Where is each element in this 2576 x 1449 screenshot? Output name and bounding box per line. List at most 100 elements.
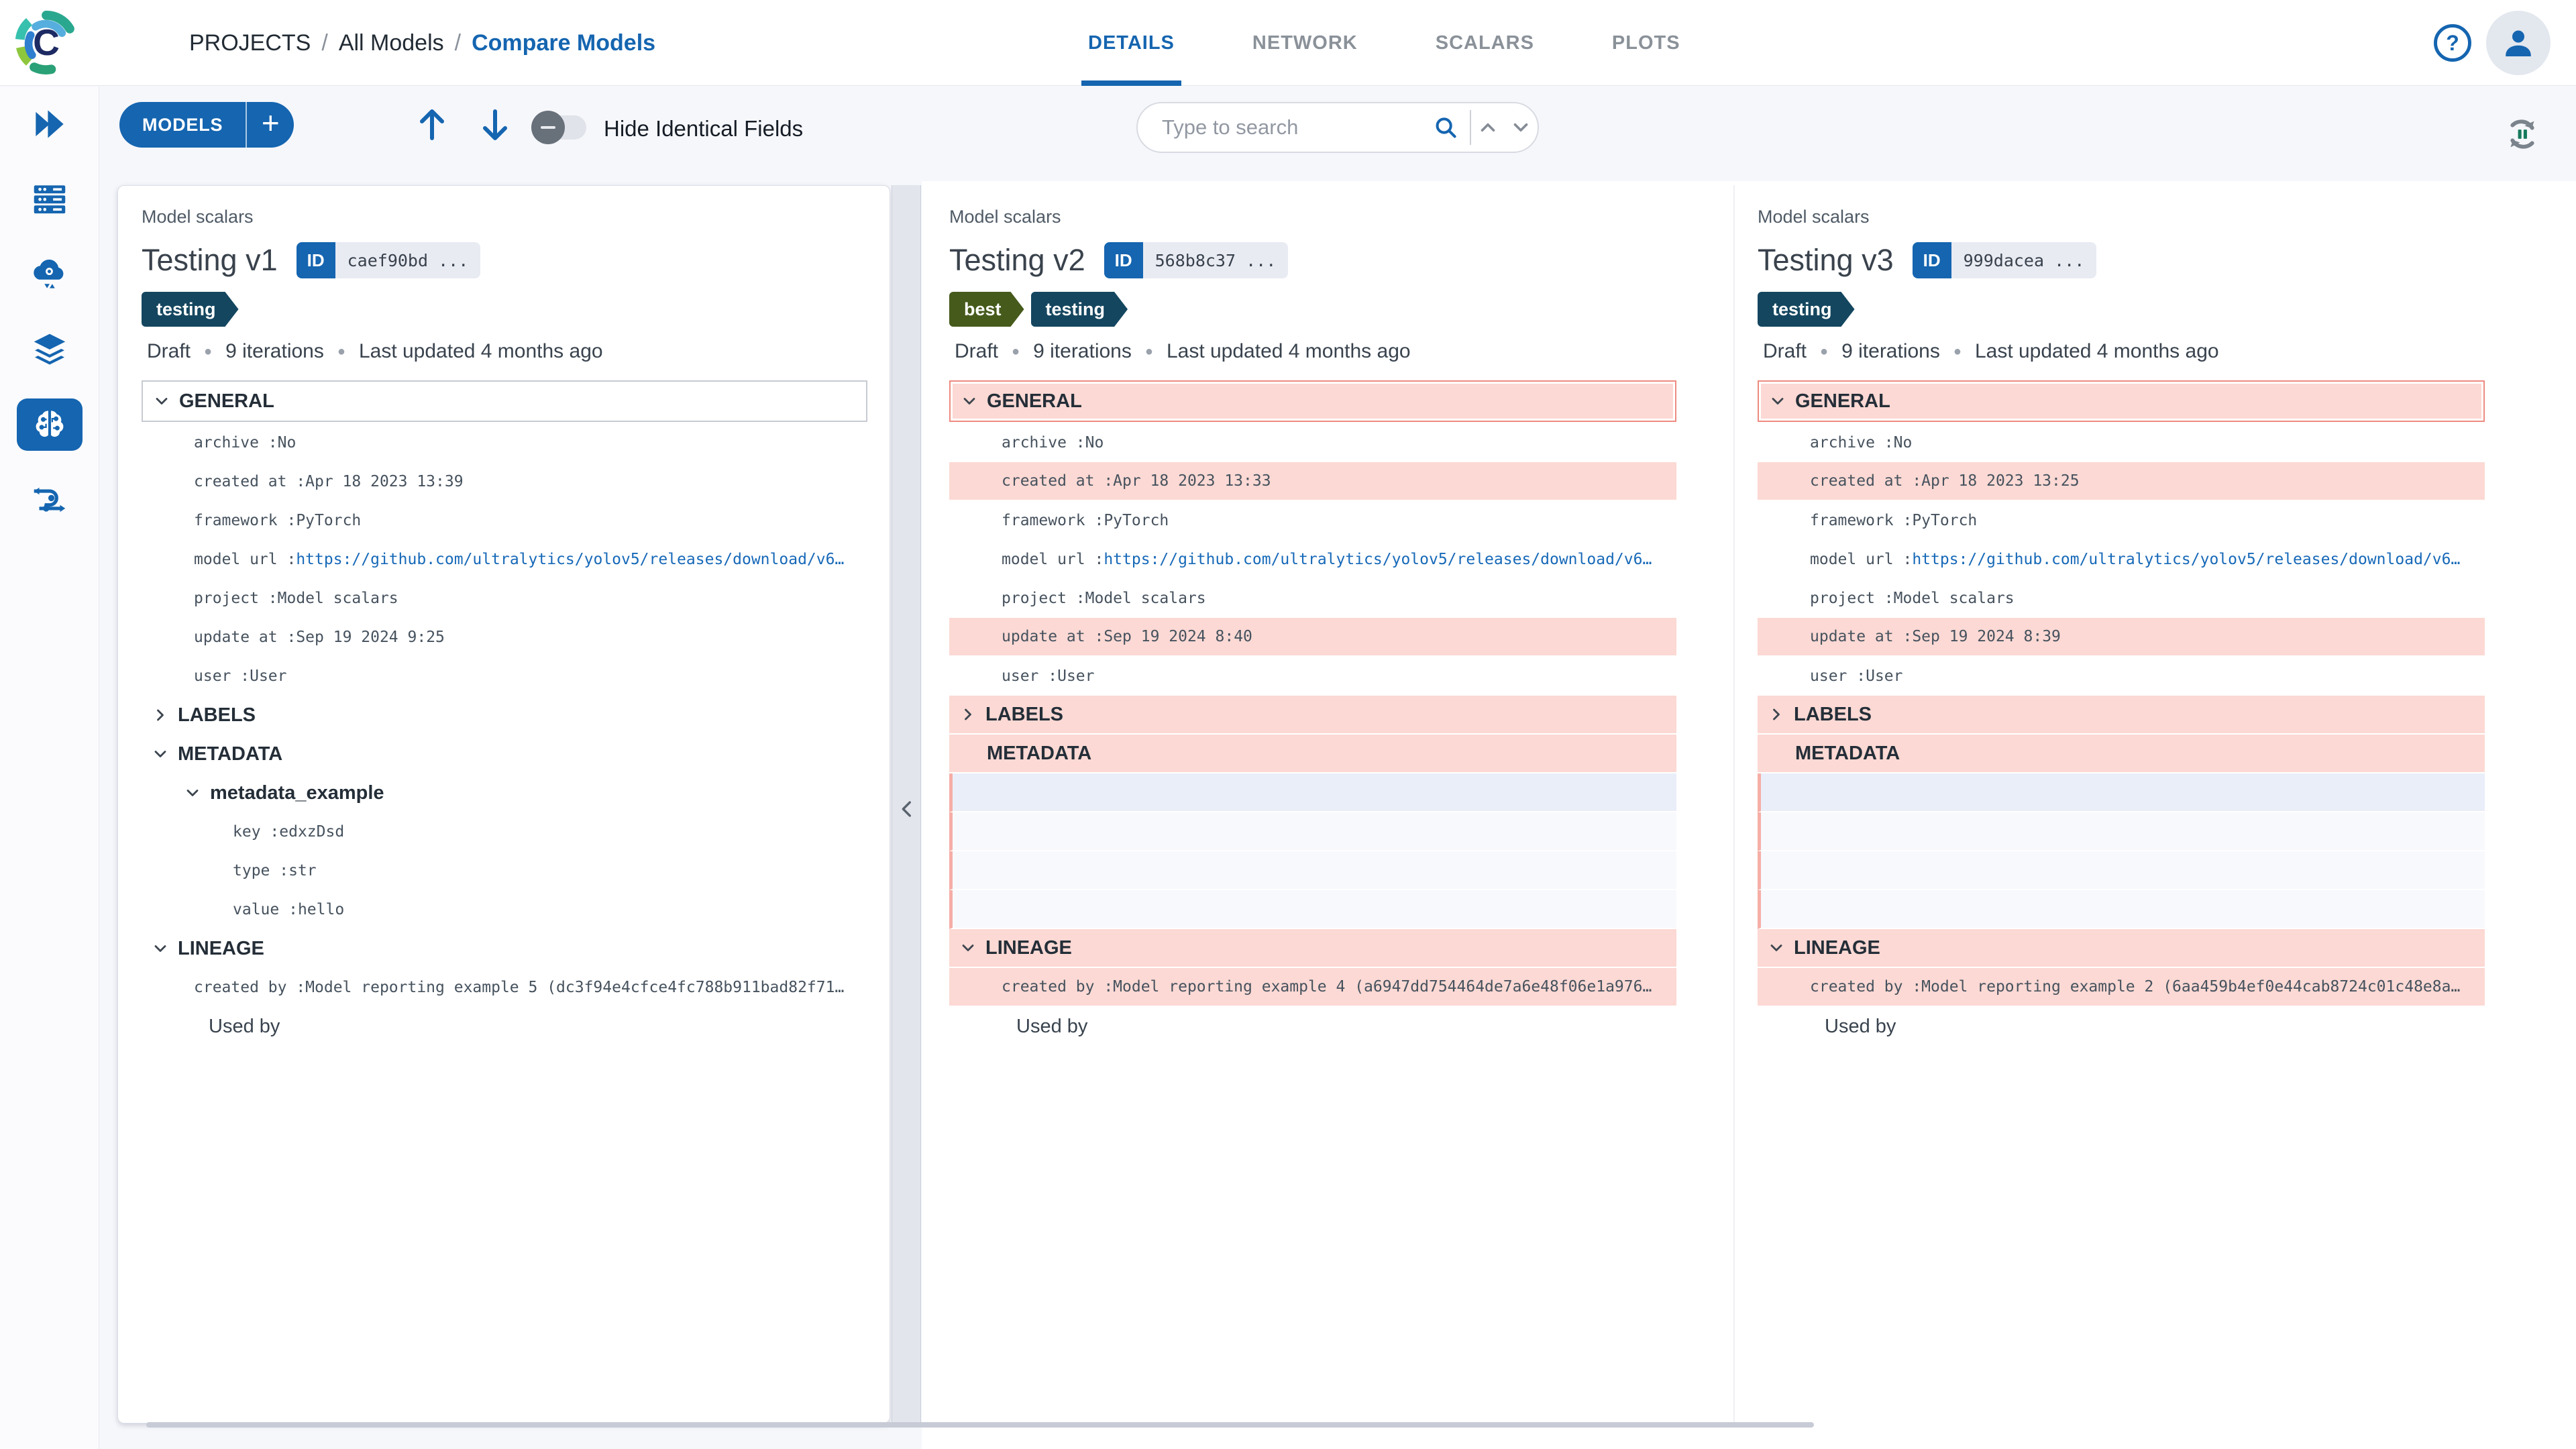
search-icon[interactable] [1432,113,1459,142]
section-label: METADATA [178,743,283,765]
button-divider [246,102,248,148]
collapse-column-button[interactable] [894,789,920,829]
horizontal-scrollbar[interactable] [146,1422,1814,1428]
field-value: Sep 19 2024 8:39 [1912,628,2061,645]
field-key: archive : [1810,434,1894,451]
field-value: Model reporting example 5 (dc3f94e4cfce4… [305,979,845,996]
search-input[interactable] [1138,115,1430,140]
section-row-metadata[interactable]: METADATA [949,735,1676,773]
status-item: Last updated 4 months ago [1166,340,1411,362]
status-item: Draft [147,340,191,362]
field-row-type: type : str [142,851,867,890]
status-item: 9 iterations [1841,340,1940,362]
chevron-left-icon [902,801,911,817]
field-value: Model scalars [1085,590,1206,607]
id-badge-label: ID [1104,242,1143,278]
subsection-chevron [183,784,210,802]
breadcrumb: PROJECTS / All Models / Compare Models [189,0,655,86]
person-icon [2506,30,2531,56]
field-row-created-by: created by : Model reporting example 4 (… [949,968,1676,1007]
sidebar-item-deploy[interactable] [0,237,99,312]
field-value-link[interactable]: https://github.com/ultralytics/yolov5/re… [1104,551,1652,568]
section-row-lineage[interactable]: LINEAGE [142,929,867,968]
user-avatar[interactable] [2486,11,2551,75]
toggle-knob [531,111,565,144]
add-model-button[interactable]: + [261,105,280,140]
section-row-metadata[interactable]: METADATA [142,735,867,773]
field-value: Apr 18 2023 13:25 [1921,472,2080,490]
breadcrumb-projects: PROJECTS [189,30,311,56]
tab-plots[interactable]: PLOTS [1611,32,1680,54]
models-split-button[interactable]: MODELS + [119,102,294,148]
expand-all-down-arrow-icon[interactable] [475,105,515,145]
section-row-labels[interactable]: LABELS [142,696,867,735]
comet-logo-icon[interactable]: C [11,7,82,78]
tab-scalars[interactable]: SCALARS [1435,32,1534,54]
empty-diff-row [949,851,1676,890]
field-value: No [1085,434,1104,451]
field-row-created-at: created at : Apr 18 2023 13:25 [1758,462,2485,501]
section-row-labels[interactable]: LABELS [1758,696,2485,735]
search-prev-button[interactable] [1471,113,1504,142]
section-row-lineage[interactable]: LINEAGE [949,929,1676,968]
section-chevron [151,745,178,763]
field-value: Sep 19 2024 9:25 [296,629,445,646]
models-button-label[interactable]: MODELS [142,114,223,135]
field-row-update-at: update at : Sep 19 2024 8:40 [949,618,1676,657]
chevron-down-icon [963,398,975,405]
search-next-button[interactable] [1505,113,1538,142]
section-chevron [1767,705,1794,724]
model-title: Testing v1 [142,243,278,277]
collapse-all-up-arrow-icon[interactable] [412,105,452,145]
sidebar-item-pipelines[interactable] [0,462,99,537]
section-row-general[interactable]: GENERAL [1758,380,2485,422]
tab-details[interactable]: DETAILS [1081,0,1181,86]
status-separator-dot: ● [337,343,345,359]
sidebar-item-quickstart[interactable] [0,87,99,162]
auto-refresh-pause-icon[interactable] [2501,113,2544,156]
field-row-framework: framework : PyTorch [1758,501,2485,540]
section-row-general[interactable]: GENERAL [949,380,1676,422]
tab-network[interactable]: NETWORK [1252,32,1358,54]
section-row-labels[interactable]: LABELS [949,696,1676,735]
section-row-general[interactable]: GENERAL [142,380,867,422]
sidebar-item-artifacts[interactable] [0,312,99,387]
sidebar-item-experiments[interactable] [0,162,99,237]
field-row-model-url: model url : https://github.com/ultralyti… [1758,540,2485,579]
model-tags: best testing [949,292,1676,327]
field-key: created at : [1002,472,1114,490]
id-badge-label: ID [1912,242,1951,278]
empty-diff-row [1758,812,2485,851]
breadcrumb-all-models[interactable]: All Models [338,30,444,56]
tag-best: best [949,292,1024,327]
sidebar-item-model-registry[interactable] [0,387,99,462]
id-badge-value: 568b8c37 ... [1142,242,1289,278]
chevron-down-icon [1770,945,1782,951]
status-item: Draft [955,340,999,362]
chevron-right-icon [1773,708,1780,720]
model-detail-rows: GENERAL archive : No created at : Apr 18 2… [1758,380,2485,1046]
field-key: project : [1002,590,1085,607]
field-row-created-by: created by : Model reporting example 5 (… [142,968,867,1007]
field-key: user : [1810,667,1866,685]
section-row-metadata[interactable]: METADATA [1758,735,2485,773]
hide-identical-toggle[interactable] [531,111,586,144]
field-row-archive: archive : No [949,423,1676,462]
status-separator-dot: ● [1953,343,1962,359]
section-chevron [959,705,985,724]
subsection-row-metadata_example[interactable]: metadata_example [142,773,867,812]
breadcrumb-separator: / [321,30,328,56]
field-key: created by : [194,979,306,996]
breadcrumb-compare-models[interactable]: Compare Models [472,30,656,56]
field-value-link[interactable]: https://github.com/ultralytics/yolov5/re… [1912,551,2461,568]
field-key: framework : [194,512,297,529]
help-icon[interactable]: ? [2434,24,2471,62]
field-value-link[interactable]: https://github.com/ultralytics/yolov5/re… [296,551,845,568]
chevron-down-icon [1513,123,1528,132]
empty-diff-row [949,812,1676,851]
section-label: GENERAL [1795,390,1890,412]
brain-icon [36,411,64,437]
left-sidebar [0,87,99,1449]
section-row-lineage[interactable]: LINEAGE [1758,929,2485,968]
field-value: Sep 19 2024 8:40 [1104,628,1252,645]
